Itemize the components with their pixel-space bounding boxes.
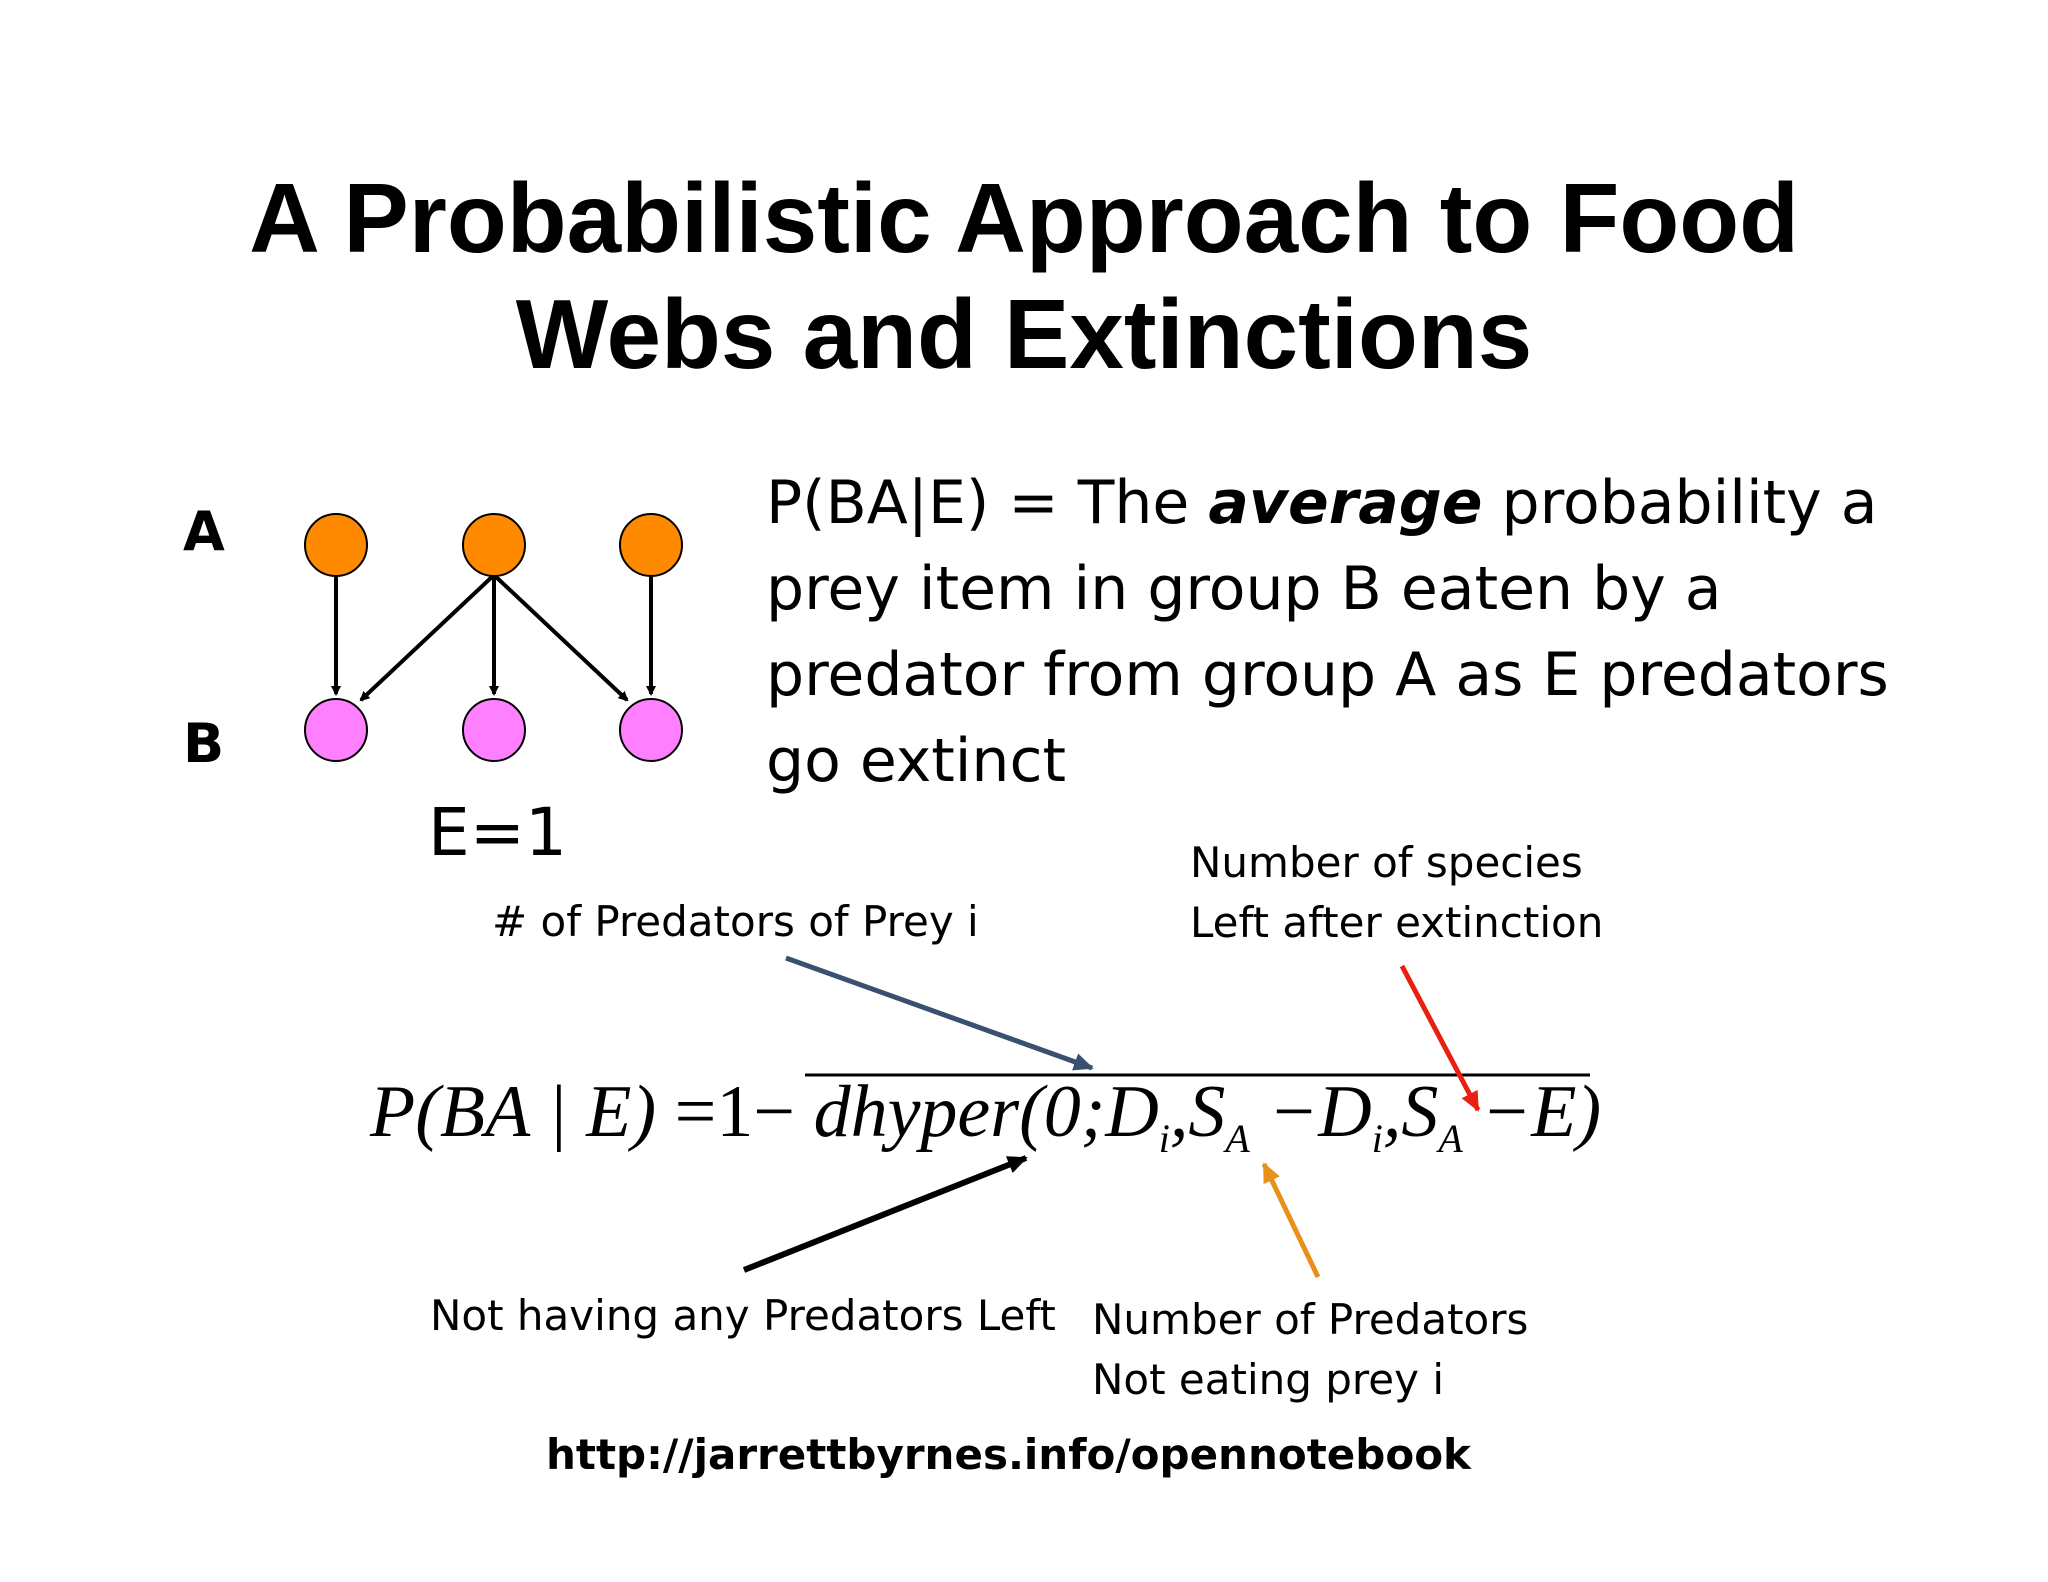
group-b-label: B [183, 712, 225, 775]
annotation-predators-not-eating: Number of Predators Not eating prey i [1092, 1290, 1528, 1410]
annotation-predators-of-prey: # of Predators of Prey i [492, 897, 979, 946]
formula-sub-i2: i [1371, 1115, 1383, 1161]
title-line-1: A Probabilistic Approach to Food [249, 163, 1799, 273]
diagram-edges [331, 573, 656, 702]
formula-comma-s: ,S [1169, 1071, 1226, 1153]
formula-comma-s2: ,S [1382, 1071, 1439, 1153]
prey-node [462, 698, 526, 762]
annotation-no-predators-left: Not having any Predators Left [430, 1291, 1056, 1340]
predator-node [619, 513, 683, 577]
predators-not-eating-line-1: Number of Predators [1092, 1295, 1529, 1344]
formula-equals: =1− [674, 1071, 796, 1153]
formula-sub-i: i [1158, 1115, 1170, 1161]
predator-node [304, 513, 368, 577]
formula-dhyper: dhyper(0;D [813, 1071, 1159, 1153]
edge-a2-b1 [359, 573, 496, 702]
arrow-predators-of-prey [785, 955, 1094, 1071]
title-line-2: Webs and Extinctions [515, 279, 1533, 389]
predators-not-eating-line-2: Not eating prey i [1092, 1355, 1444, 1404]
formula-lhs: P(BA | E) [370, 1071, 657, 1153]
prey-node [619, 698, 683, 762]
edge-a2-b3 [492, 573, 629, 702]
predator-nodes [304, 513, 683, 577]
group-a-label: A [183, 500, 225, 563]
prey-nodes [304, 698, 683, 762]
formula-minus-d: −D [1268, 1071, 1372, 1153]
extinction-count-label: E=1 [428, 794, 567, 871]
predator-node [462, 513, 526, 577]
prey-node [304, 698, 368, 762]
definition-prefix: P(BA|E) = The [766, 468, 1190, 538]
formula-minus-e: −E) [1481, 1071, 1602, 1153]
annotation-species-left: Number of species Left after extinction [1190, 833, 1603, 953]
arrow-species-left [1399, 964, 1481, 1112]
definition-emphasis: average [1208, 468, 1483, 538]
slide-title: A Probabilistic Approach to Food Webs an… [0, 160, 2048, 392]
definition-suffix: probability a prey item in group B eaten… [766, 468, 1889, 796]
formula-sub-a2: A [1438, 1115, 1463, 1161]
source-url[interactable]: http://jarrettbyrnes.info/opennotebook [546, 1430, 1471, 1479]
arrow-no-predators-left [742, 1155, 1028, 1273]
species-left-line-2: Left after extinction [1190, 898, 1604, 947]
probability-formula: P(BA | E) =1− dhyper(0;Di,SA −Di,SA −E) [370, 1070, 1601, 1162]
definition-text: P(BA|E) = The average probability a prey… [766, 460, 1916, 804]
arrow-predators-not-eating [1261, 1162, 1321, 1279]
species-left-line-1: Number of species [1190, 838, 1583, 887]
formula-sub-a: A [1225, 1115, 1250, 1161]
